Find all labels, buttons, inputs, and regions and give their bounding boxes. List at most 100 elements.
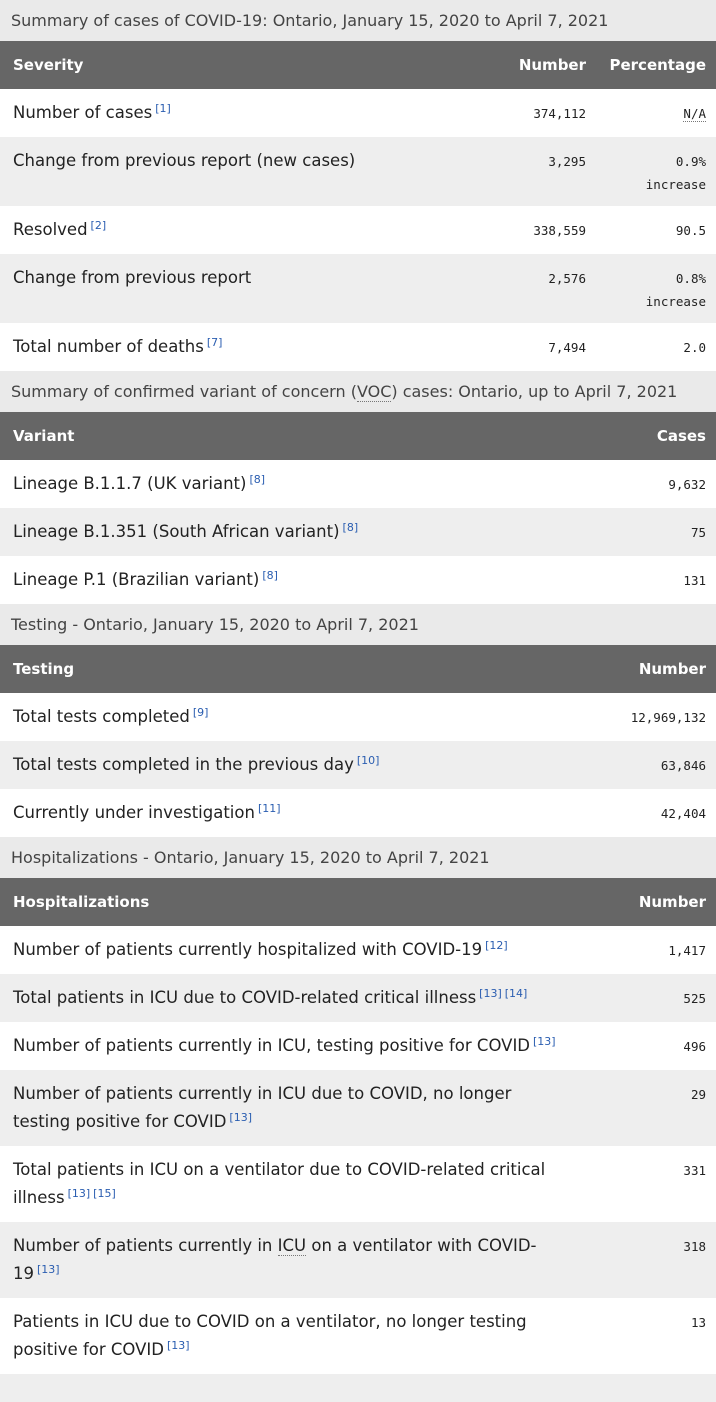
row-value: 0.8% increase (596, 254, 716, 323)
row-label: Total patients in ICU on a ventilator du… (0, 1146, 576, 1222)
value: 2,576 (548, 271, 586, 286)
row-value: 90.5 (596, 206, 716, 254)
row-value: 9,632 (576, 460, 716, 508)
text: Summary of cases of COVID-19: Ontario, J… (11, 11, 609, 30)
value: 29 (690, 1087, 706, 1102)
column-header: Number (576, 645, 716, 693)
reference-link[interactable]: [13] (479, 987, 502, 1000)
value: 525 (683, 991, 706, 1006)
table-caption: Summary of confirmed variant of concern … (0, 371, 716, 412)
text: Change from previous report (13, 268, 252, 287)
table-row: Lineage B.1.1.7 (UK variant) [8] 9,632 (0, 460, 716, 508)
text: Lineage B.1.1.7 (UK variant) (13, 474, 247, 493)
row-value: 525 (576, 974, 716, 1022)
reference-link[interactable]: [10] (356, 754, 380, 767)
row-value: 63,846 (576, 741, 716, 789)
text: Number of cases (13, 103, 153, 122)
reference-link[interactable]: [13] (533, 1035, 556, 1048)
row-value: 12,969,132 (576, 693, 716, 741)
reference-link[interactable]: [13] (166, 1339, 190, 1352)
row-label: Number of patients currently in ICU on a… (0, 1222, 576, 1298)
row-value: 131 (576, 556, 716, 604)
value-note: increase (645, 177, 706, 192)
value: 7,494 (548, 340, 586, 355)
table-row (0, 1374, 716, 1402)
value: 13 (690, 1315, 706, 1330)
text: Currently under investigation (13, 803, 255, 822)
row-value: 331 (576, 1146, 716, 1222)
row-label: Currently under investigation [11] (0, 789, 576, 837)
header-row: Testing Number (0, 645, 716, 693)
row-label: Patients in ICU due to COVID on a ventil… (0, 1298, 576, 1374)
table-row: Number of cases [1] 374,112 N/A (0, 89, 716, 137)
row-value: 2.0 (596, 323, 716, 371)
table-row: Lineage P.1 (Brazilian variant) [8] 131 (0, 556, 716, 604)
reference-link[interactable]: [9] (192, 706, 209, 719)
reference-link[interactable]: [13] (229, 1111, 253, 1124)
value: 338,559 (533, 223, 586, 238)
table-row: Number of patients currently in ICU due … (0, 1070, 716, 1146)
reference-link[interactable]: [2] (90, 219, 107, 232)
data-table: Severity Number Percentage Number of cases[… (0, 41, 716, 371)
table-row: Resolved [2] 338,559 90.5 (0, 206, 716, 254)
reference-link[interactable]: [8] (262, 569, 278, 582)
value: 0.9% (675, 154, 706, 169)
text: Number of patients currently in ICU, tes… (13, 1036, 531, 1055)
table-row: Patients in ICU due to COVID on a ventil… (0, 1298, 716, 1374)
table-row: Change from previous report 2,576 0.8% incr… (0, 254, 716, 323)
column-header: Percentage (596, 41, 716, 89)
value: 90.5 (675, 223, 706, 238)
row-value: 75 (576, 508, 716, 556)
data-table: Testing Number Total tests completed [9] 12,… (0, 645, 716, 837)
reference-link[interactable]: [1] (155, 102, 171, 115)
row-value: 318 (576, 1222, 716, 1298)
row-value: 0.9% increase (596, 137, 716, 206)
text: Patients in ICU due to COVID on a ventil… (13, 1312, 527, 1359)
table-row: Change from previous report (new cases) 3… (0, 137, 716, 206)
row-value: 338,559 (476, 206, 596, 254)
column-header: Variant (0, 412, 576, 460)
column-header: Number (576, 878, 716, 926)
table-row: Total patients in ICU on a ventilator du… (0, 1146, 716, 1222)
reference-link[interactable]: [13] (67, 1187, 91, 1200)
abbreviation: ICU (277, 1236, 307, 1256)
table-row: Total patients in ICU due to COVID-relat… (0, 974, 716, 1022)
value: 374,112 (533, 106, 586, 121)
row-label: Number of patients currently in ICU, tes… (0, 1022, 576, 1070)
text: Total patients in ICU on a ventilator du… (13, 1160, 546, 1207)
row-value: 496 (576, 1022, 716, 1070)
row-label: Change from previous report (new cases) (0, 137, 476, 206)
reference-link[interactable]: [8] (249, 473, 266, 486)
row-value: 7,494 (476, 323, 596, 371)
text: Summary of confirmed variant of concern … (11, 382, 357, 401)
text: on a ventilator with COVID-19 (13, 1236, 537, 1283)
row-value: 13 (576, 1298, 716, 1374)
text: ) cases: Ontario, up to April 7, 2021 (391, 382, 678, 401)
row-label: Total number of deaths [7] (0, 323, 476, 371)
header-row: Variant Cases (0, 412, 716, 460)
row-label: Number of patients currently hospitalize… (0, 926, 576, 974)
reference-link[interactable]: [14] (504, 987, 528, 1000)
table-row: Total tests completed [9] 12,969,132 (0, 693, 716, 741)
reference-link[interactable]: [15] (93, 1187, 116, 1200)
row-label: Lineage B.1.1.7 (UK variant) [8] (0, 460, 576, 508)
table-caption: Summary of cases of COVID-19: Ontario, J… (0, 0, 716, 41)
row-label: Number of patients currently in ICU due … (0, 1070, 576, 1146)
value: N/A (683, 106, 706, 122)
text: Resolved (13, 220, 88, 239)
reference-link[interactable]: [11] (257, 802, 281, 815)
text: Number of patients currently in ICU due … (13, 1084, 512, 1131)
value: 318 (683, 1239, 706, 1254)
row-value: 42,404 (576, 789, 716, 837)
reference-link[interactable]: [7] (206, 336, 223, 349)
value: 331 (683, 1163, 706, 1178)
data-table: Variant Cases Lineage B.1.1.7 (UK variant)… (0, 412, 716, 604)
value: 63,846 (660, 758, 706, 773)
reference-link[interactable]: [12] (485, 939, 508, 952)
abbreviation: VOC (356, 382, 392, 402)
table-row: Currently under investigation [11] 42,404 (0, 789, 716, 837)
row-value: 2,576 (476, 254, 596, 323)
reference-link[interactable]: [8] (342, 521, 359, 534)
reference-link[interactable]: [13] (37, 1263, 60, 1276)
text: Lineage P.1 (Brazilian variant) (13, 570, 260, 589)
